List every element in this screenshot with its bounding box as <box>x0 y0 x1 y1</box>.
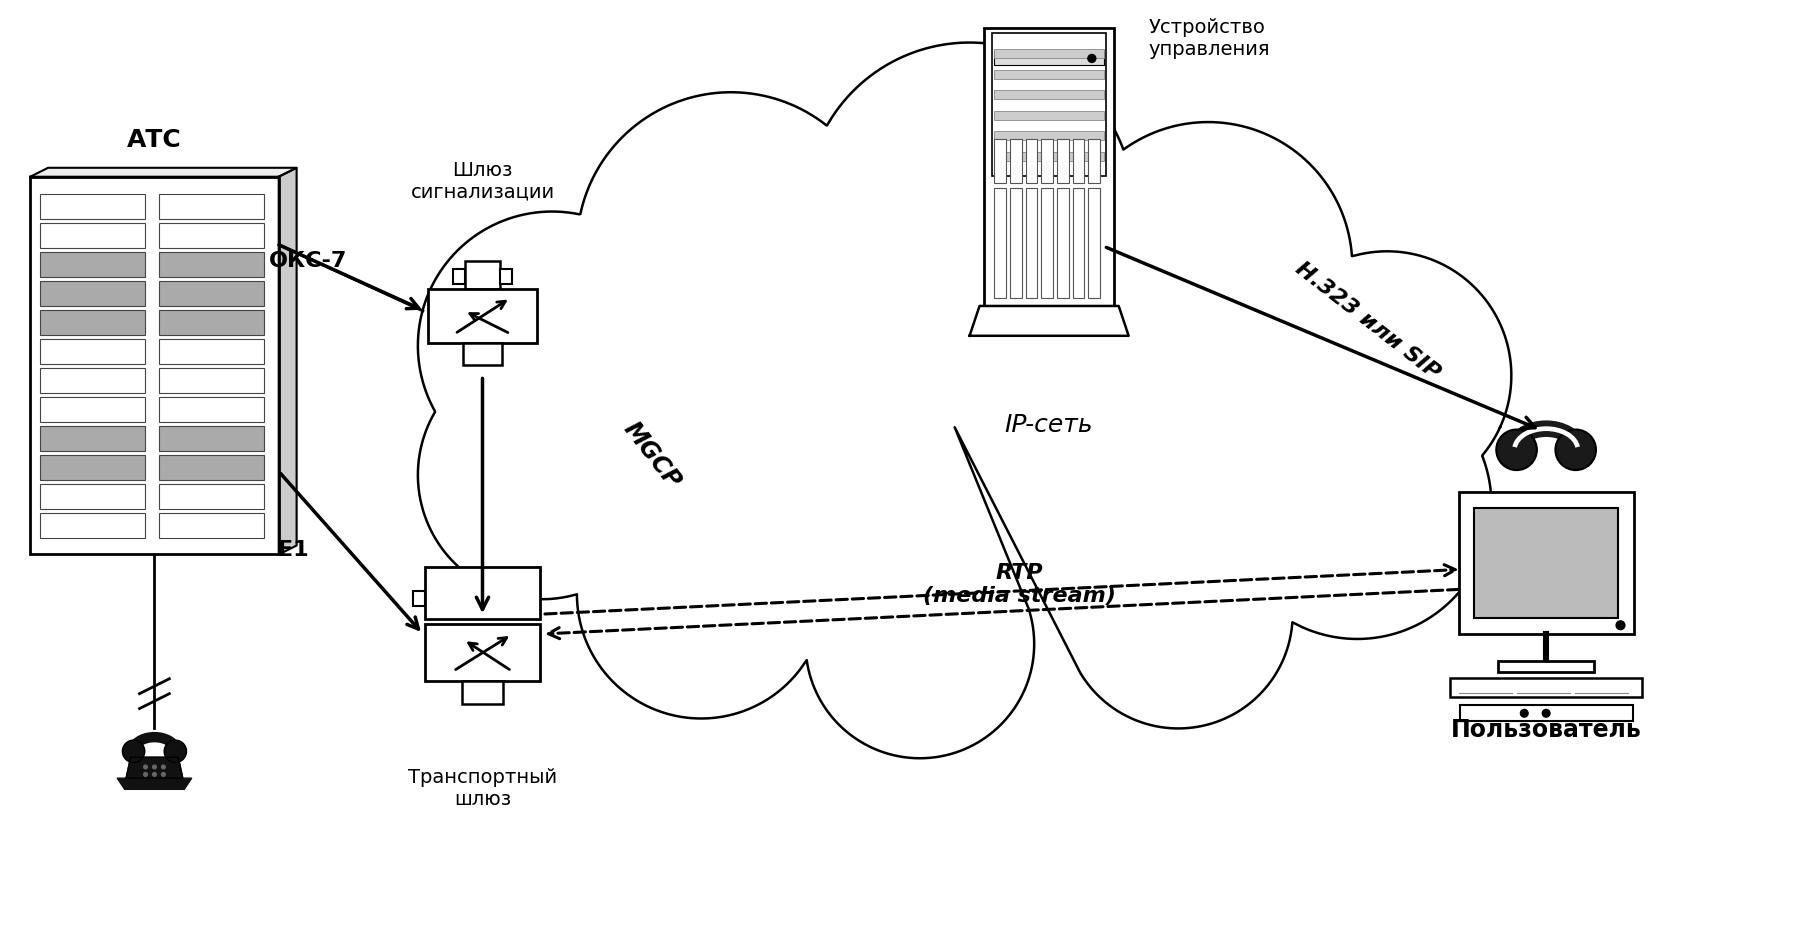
FancyBboxPatch shape <box>1057 138 1069 182</box>
FancyBboxPatch shape <box>500 268 513 283</box>
FancyBboxPatch shape <box>992 33 1105 176</box>
FancyBboxPatch shape <box>160 513 265 538</box>
FancyBboxPatch shape <box>1057 188 1069 298</box>
FancyBboxPatch shape <box>1010 138 1022 182</box>
FancyBboxPatch shape <box>40 484 144 509</box>
Polygon shape <box>279 167 297 554</box>
Circle shape <box>164 741 187 762</box>
Text: Пользователь: Пользователь <box>1451 718 1642 742</box>
FancyBboxPatch shape <box>464 261 500 289</box>
FancyBboxPatch shape <box>40 223 144 248</box>
FancyBboxPatch shape <box>160 368 265 393</box>
Circle shape <box>122 741 144 762</box>
FancyBboxPatch shape <box>461 682 504 704</box>
FancyBboxPatch shape <box>1458 492 1634 634</box>
Text: ОКС-7: ОКС-7 <box>270 252 347 271</box>
Circle shape <box>153 765 157 769</box>
Circle shape <box>1521 710 1528 717</box>
FancyBboxPatch shape <box>160 397 265 422</box>
Text: Устройство
управления: Устройство управления <box>1148 18 1271 59</box>
FancyBboxPatch shape <box>994 51 1103 65</box>
FancyBboxPatch shape <box>40 368 144 393</box>
FancyBboxPatch shape <box>40 339 144 364</box>
Polygon shape <box>126 757 184 778</box>
FancyBboxPatch shape <box>412 591 425 606</box>
FancyBboxPatch shape <box>40 281 144 306</box>
Circle shape <box>1555 429 1597 470</box>
FancyBboxPatch shape <box>160 194 265 219</box>
Circle shape <box>144 765 148 769</box>
FancyBboxPatch shape <box>425 567 540 619</box>
FancyBboxPatch shape <box>452 268 464 283</box>
FancyBboxPatch shape <box>160 223 265 248</box>
FancyBboxPatch shape <box>160 455 265 480</box>
FancyBboxPatch shape <box>40 194 144 219</box>
Circle shape <box>144 772 148 776</box>
FancyBboxPatch shape <box>1089 138 1100 182</box>
Polygon shape <box>117 778 193 789</box>
FancyBboxPatch shape <box>31 177 279 554</box>
FancyBboxPatch shape <box>160 310 265 335</box>
Polygon shape <box>418 42 1512 758</box>
FancyBboxPatch shape <box>1089 188 1100 298</box>
Circle shape <box>1543 710 1550 717</box>
FancyBboxPatch shape <box>994 188 1006 298</box>
FancyBboxPatch shape <box>994 91 1103 99</box>
FancyBboxPatch shape <box>425 624 540 682</box>
FancyBboxPatch shape <box>1073 138 1084 182</box>
FancyBboxPatch shape <box>40 426 144 451</box>
FancyBboxPatch shape <box>160 426 265 451</box>
FancyBboxPatch shape <box>160 252 265 277</box>
Text: MGCP: MGCP <box>617 417 684 493</box>
FancyBboxPatch shape <box>160 484 265 509</box>
Text: RTP
(media stream): RTP (media stream) <box>923 563 1116 606</box>
FancyBboxPatch shape <box>428 289 536 343</box>
Text: IP-сеть: IP-сеть <box>1004 413 1093 438</box>
FancyBboxPatch shape <box>1460 705 1633 722</box>
FancyBboxPatch shape <box>160 281 265 306</box>
FancyBboxPatch shape <box>1026 138 1037 182</box>
FancyBboxPatch shape <box>994 50 1103 58</box>
FancyBboxPatch shape <box>985 28 1114 306</box>
FancyBboxPatch shape <box>1026 188 1037 298</box>
FancyBboxPatch shape <box>994 111 1103 120</box>
FancyBboxPatch shape <box>1040 188 1053 298</box>
FancyBboxPatch shape <box>994 131 1103 140</box>
FancyBboxPatch shape <box>994 138 1006 182</box>
Circle shape <box>162 765 166 769</box>
FancyBboxPatch shape <box>994 70 1103 79</box>
FancyBboxPatch shape <box>160 339 265 364</box>
Circle shape <box>1496 429 1537 470</box>
FancyBboxPatch shape <box>40 397 144 422</box>
FancyBboxPatch shape <box>463 343 502 365</box>
Circle shape <box>162 772 166 776</box>
Circle shape <box>153 772 157 776</box>
FancyBboxPatch shape <box>40 455 144 480</box>
Text: Шлюз
сигнализации: Шлюз сигнализации <box>410 161 554 202</box>
Circle shape <box>1616 621 1625 629</box>
Text: АТС: АТС <box>128 128 182 151</box>
FancyBboxPatch shape <box>994 151 1103 161</box>
Polygon shape <box>970 306 1129 336</box>
Text: Транспортный
шлюз: Транспортный шлюз <box>409 769 556 809</box>
FancyBboxPatch shape <box>1073 188 1084 298</box>
FancyBboxPatch shape <box>40 252 144 277</box>
Circle shape <box>1087 54 1096 63</box>
FancyBboxPatch shape <box>40 513 144 538</box>
Text: E1: E1 <box>279 539 310 559</box>
FancyBboxPatch shape <box>40 310 144 335</box>
Polygon shape <box>31 167 297 177</box>
FancyBboxPatch shape <box>1474 509 1618 618</box>
FancyBboxPatch shape <box>1010 188 1022 298</box>
FancyBboxPatch shape <box>1451 678 1642 698</box>
FancyBboxPatch shape <box>1040 138 1053 182</box>
Text: H.323 или SIP: H.323 или SIP <box>1291 258 1444 383</box>
FancyBboxPatch shape <box>1498 661 1595 672</box>
